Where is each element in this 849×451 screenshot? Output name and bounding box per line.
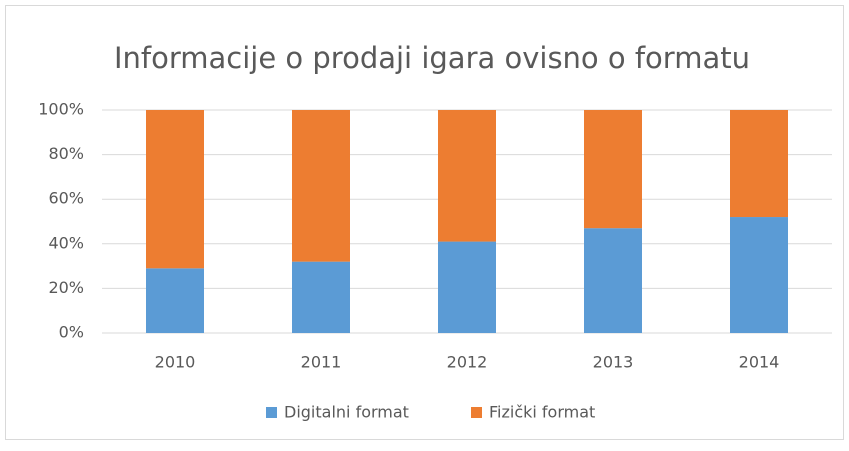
x-tick-label: 2014: [739, 353, 780, 372]
bar-segment: [438, 110, 496, 242]
y-tick-label: 0%: [59, 323, 84, 342]
bar-segment: [584, 110, 642, 229]
bar-segment: [730, 110, 788, 218]
x-tick-label: 2010: [155, 353, 196, 372]
bar-segment: [584, 228, 642, 333]
x-tick-label: 2012: [447, 353, 488, 372]
y-tick-label: 20%: [48, 278, 84, 297]
y-tick-label: 40%: [48, 233, 84, 252]
legend-swatch: [266, 407, 277, 418]
bar-segment: [438, 241, 496, 333]
y-tick-label: 60%: [48, 189, 84, 208]
bar-segment: [146, 268, 204, 333]
y-tick-label: 80%: [48, 144, 84, 163]
legend-label: Fizički format: [489, 403, 595, 422]
chart-frame: [5, 5, 844, 440]
legend-swatch: [471, 407, 482, 418]
bar-segment: [292, 110, 350, 262]
x-tick-label: 2013: [593, 353, 634, 372]
bar-segment: [292, 261, 350, 333]
bar-segment: [146, 110, 204, 269]
y-tick-label: 100%: [38, 100, 84, 119]
chart-title: Informacije o prodaji igara ovisno o for…: [114, 41, 750, 75]
bar-segment: [730, 217, 788, 333]
legend-label: Digitalni format: [284, 403, 409, 422]
x-tick-label: 2011: [301, 353, 342, 372]
